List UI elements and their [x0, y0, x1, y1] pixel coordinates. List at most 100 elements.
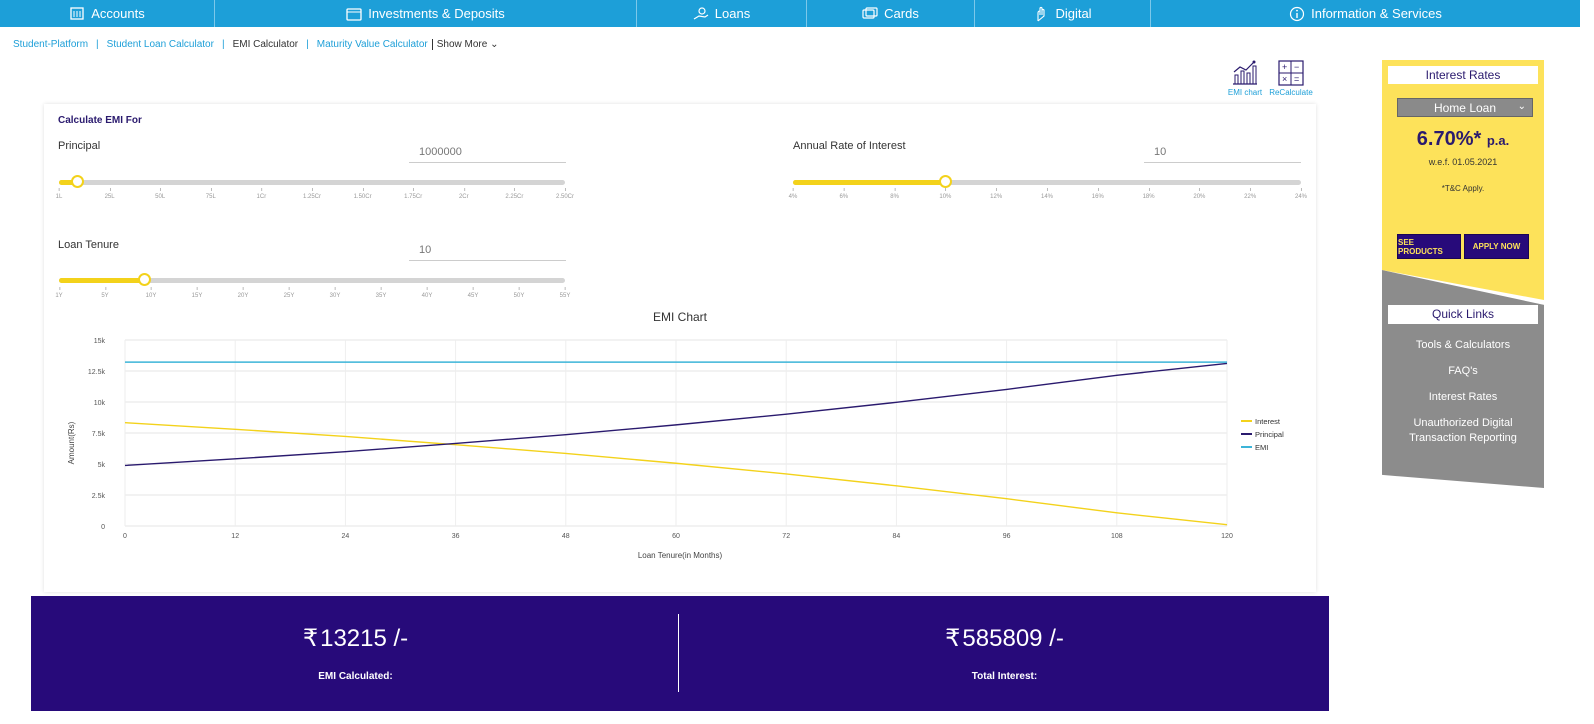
info-icon [1290, 6, 1305, 21]
rate-slider-fill [793, 180, 946, 185]
nav-label: Accounts [91, 6, 145, 21]
breadcrumb-student-platform[interactable]: Student-Platform [13, 39, 89, 50]
chart-y-tick-label: 7.5k [92, 431, 106, 438]
slider-tick-label: 20% [1193, 188, 1206, 200]
slider-tick-label: 8% [890, 188, 899, 200]
loan-hand-icon [693, 6, 709, 20]
emi-label: EMI Calculated: [318, 671, 393, 682]
slider-tick-label: 50L [155, 188, 166, 200]
slider-tick-label: 30Y [329, 287, 341, 299]
breadcrumb-student-loan-calculator[interactable]: Student Loan Calculator [106, 39, 214, 50]
quick-link-interest-rates[interactable]: Interest Rates [1428, 391, 1498, 403]
loan-type-select[interactable]: Home Loan ⌄ [1397, 98, 1533, 117]
breadcrumb-maturity-value-calculator[interactable]: Maturity Value Calculator [316, 39, 428, 50]
emi-calculator-card: Calculate EMI For Principal 1L25L50L75L1… [44, 104, 1316, 592]
tenure-slider-fill [59, 278, 144, 283]
interest-amount: ₹585809 /- [680, 624, 1329, 653]
rate-effective-date: w.e.f. 01.05.2021 [1428, 157, 1498, 167]
nav-label: Information & Services [1311, 6, 1442, 21]
chart-title: EMI Chart [653, 310, 708, 324]
quick-link-tools-calculators[interactable]: Tools & Calculators [1415, 339, 1511, 351]
nav-accounts[interactable]: Accounts [0, 0, 215, 27]
nav-digital[interactable]: Digital [975, 0, 1151, 27]
rate-input[interactable] [1144, 141, 1301, 163]
svg-text:−: − [1294, 62, 1299, 72]
interest-suffix: /- [1049, 625, 1064, 652]
bank-icon [70, 6, 84, 20]
chart-x-tick-label: 48 [562, 533, 570, 540]
tenure-ticks: 1Y 5Y 10Y 15Y 20Y 25Y 30Y 35Y 40Y 45Y 50Y 55Y [55, 287, 570, 303]
recalculate-label: ReCalculate [1269, 88, 1313, 97]
quick-link-unauthorized-transaction[interactable]: Unauthorized Digital Transaction Reporti… [1409, 417, 1517, 444]
principal-input[interactable] [409, 141, 566, 163]
principal-slider-thumb[interactable] [71, 175, 85, 188]
rate-suffix: p.a. [1486, 133, 1510, 148]
principal-slider-fill [59, 180, 78, 185]
calculator-title: Calculate EMI For [58, 115, 142, 126]
slider-tick-label: 2.50Cr [555, 188, 575, 200]
chart-x-tick-label: 0 [123, 533, 127, 540]
calculator-icon: + − × = [1278, 60, 1304, 86]
slider-tick-label: 12% [990, 188, 1003, 200]
show-more-link[interactable]: Show More ⌄ [431, 39, 498, 50]
breadcrumb-separator: | [221, 39, 225, 50]
tenure-input[interactable] [409, 239, 566, 261]
rate-slider-thumb[interactable] [939, 175, 953, 188]
chart-x-tick-label: 96 [1003, 533, 1011, 540]
principal-slider[interactable] [59, 175, 565, 188]
interest-label: Total Interest: [971, 671, 1038, 682]
rate-label: Annual Rate of Interest [793, 140, 906, 152]
nav-label: Investments & Deposits [368, 6, 505, 21]
result-divider [678, 614, 679, 692]
chart-x-tick-label: 72 [782, 533, 790, 540]
chart-y-tick-label: 12.5k [88, 369, 106, 376]
slider-tick-label: 55Y [559, 287, 571, 299]
nav-loans[interactable]: Loans [637, 0, 807, 27]
slider-tick-label: 15Y [191, 287, 203, 299]
slider-tick-label: 45Y [467, 287, 479, 299]
slider-tick-label: 18% [1142, 188, 1155, 200]
slider-tick-label: 10Y [145, 287, 157, 299]
principal-label: Principal [58, 140, 101, 152]
slider-tick-label: 1.25Cr [302, 188, 322, 200]
chart-y-tick-label: 0 [101, 524, 105, 531]
breadcrumb-emi-calculator: EMI Calculator [232, 39, 299, 50]
quick-link-faqs[interactable]: FAQ's [1448, 365, 1478, 377]
chart-x-tick-label: 108 [1111, 533, 1123, 540]
slider-tick-label: 75L [205, 188, 216, 200]
digital-hand-icon [1037, 6, 1045, 21]
chart-x-label: Loan Tenure(in Months) [638, 551, 723, 560]
chart-y-tick-label: 15k [94, 338, 106, 345]
tenure-label: Loan Tenure [58, 239, 119, 251]
slider-tick-label: 1L [55, 188, 63, 200]
slider-tick-label: 6% [839, 188, 849, 200]
emi-suffix: /- [393, 625, 409, 652]
see-products-button[interactable]: SEE PRODUCTS [1397, 234, 1461, 259]
slider-tick-label: 40Y [421, 287, 433, 299]
slider-tick-label: 1Y [55, 287, 63, 299]
interest-value: 585809 [962, 625, 1043, 652]
slider-tick-label: 35Y [375, 287, 387, 299]
nav-label: Cards [884, 6, 919, 21]
tenure-slider[interactable] [59, 273, 565, 286]
rate-slider[interactable] [793, 175, 1301, 188]
nav-investments[interactable]: Investments & Deposits [215, 0, 637, 27]
chart-series-principal [124, 362, 1228, 467]
emi-value: 13215 [320, 625, 387, 652]
apply-now-button[interactable]: APPLY NOW [1464, 234, 1529, 259]
slider-tick-label: 10% [939, 188, 952, 200]
rate-ticks: 4% 6% 8% 10% 12% 14% 16% 18% 20% 22% 24% [789, 188, 1307, 204]
recalculate-button[interactable]: + − × = ReCalculate [1268, 60, 1314, 97]
svg-text:×: × [1282, 74, 1287, 84]
nav-information-services[interactable]: Information & Services [1151, 0, 1580, 27]
rupee-icon: ₹ [302, 625, 319, 652]
principal-ticks: 1L 25L 50L 75L 1Cr 1.25Cr 1.50Cr 1.75Cr 2Cr 2.25C… [55, 188, 574, 204]
wallet-icon [346, 7, 362, 21]
nav-cards[interactable]: Cards [807, 0, 975, 27]
slider-tick-label: 1.75Cr [404, 188, 423, 200]
slider-tick-label: 1Cr [256, 188, 267, 200]
tenure-slider-thumb[interactable] [137, 273, 151, 286]
nav-label: Digital [1055, 6, 1092, 21]
emi-amount: ₹13215 /- [31, 624, 680, 653]
emi-chart-button[interactable]: EMI chart [1222, 60, 1268, 97]
